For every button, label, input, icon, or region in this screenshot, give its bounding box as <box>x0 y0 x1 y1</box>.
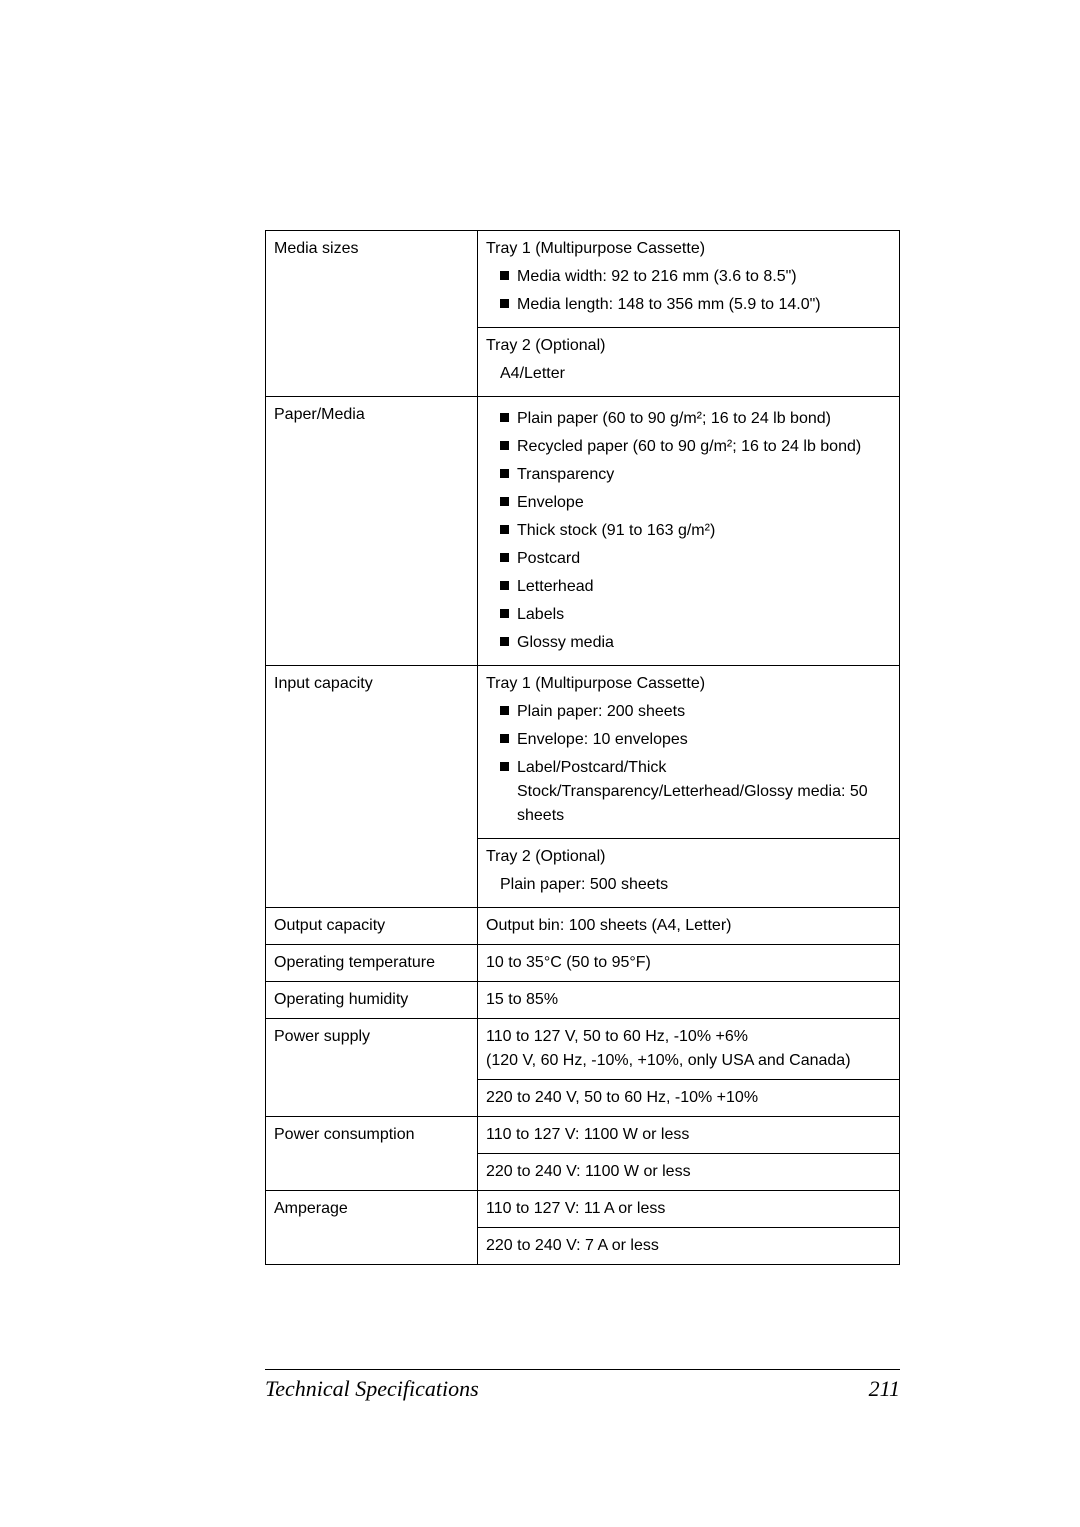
spec-label: Power consumption <box>266 1117 478 1191</box>
spec-label: Media sizes <box>266 231 478 397</box>
bullet-text: Label/Postcard/Thick Stock/Transparency/… <box>517 756 891 828</box>
square-bullet-icon <box>500 762 509 771</box>
square-bullet-icon <box>500 271 509 280</box>
bullet-text: Envelope: 10 envelopes <box>517 728 891 752</box>
indented-text: Plain paper: 500 sheets <box>486 873 891 897</box>
value-text: Tray 1 (Multipurpose Cassette) <box>486 237 891 261</box>
bullet-item: Letterhead <box>486 575 891 599</box>
table-row: Power consumption110 to 127 V: 1100 W or… <box>266 1117 900 1154</box>
bullet-item: Labels <box>486 603 891 627</box>
value-text: Tray 2 (Optional) <box>486 334 891 358</box>
table-row: Output capacity Output bin: 100 sheets (A… <box>266 908 900 945</box>
value-text: 10 to 35°C (50 to 95°F) <box>486 951 891 975</box>
spec-value: Tray 1 (Multipurpose Cassette) Plain pape… <box>478 666 900 839</box>
square-bullet-icon <box>500 469 509 478</box>
value-text: 220 to 240 V, 50 to 60 Hz, -10% +10% <box>486 1086 891 1110</box>
square-bullet-icon <box>500 413 509 422</box>
square-bullet-icon <box>500 734 509 743</box>
bullet-text: Glossy media <box>517 631 891 655</box>
bullet-text: Media length: 148 to 356 mm (5.9 to 14.0… <box>517 293 891 317</box>
spec-label: Amperage <box>266 1191 478 1265</box>
bullet-item: Transparency <box>486 463 891 487</box>
square-bullet-icon <box>500 441 509 450</box>
spec-value: 110 to 127 V: 11 A or less <box>478 1191 900 1228</box>
value-text: 15 to 85% <box>486 988 891 1012</box>
bullet-text: Postcard <box>517 547 891 571</box>
spec-value: 15 to 85% <box>478 982 900 1019</box>
table-row: Operating temperature 10 to 35°C (50 to 9… <box>266 945 900 982</box>
table-row: Operating humidity 15 to 85% <box>266 982 900 1019</box>
bullet-text: Media width: 92 to 216 mm (3.6 to 8.5") <box>517 265 891 289</box>
square-bullet-icon <box>500 637 509 646</box>
bullet-item: Envelope <box>486 491 891 515</box>
spec-value: 110 to 127 V, 50 to 60 Hz, -10% +6% (120… <box>478 1019 900 1080</box>
spec-value: 220 to 240 V: 1100 W or less <box>478 1154 900 1191</box>
bullet-item: Glossy media <box>486 631 891 655</box>
footer-page-number: 211 <box>869 1376 900 1402</box>
bullet-item: Media width: 92 to 216 mm (3.6 to 8.5") <box>486 265 891 289</box>
footer-title: Technical Specifications <box>265 1376 479 1402</box>
spec-value: Tray 1 (Multipurpose Cassette) Media widt… <box>478 231 900 328</box>
value-text: 220 to 240 V: 1100 W or less <box>486 1160 891 1184</box>
bullet-item: Thick stock (91 to 163 g/m²) <box>486 519 891 543</box>
spec-value: Output bin: 100 sheets (A4, Letter) <box>478 908 900 945</box>
square-bullet-icon <box>500 609 509 618</box>
square-bullet-icon <box>500 553 509 562</box>
bullet-item: Plain paper: 200 sheets <box>486 700 891 724</box>
bullet-item: Label/Postcard/Thick Stock/Transparency/… <box>486 756 891 828</box>
value-text: Tray 1 (Multipurpose Cassette) <box>486 672 891 696</box>
spec-label: Power supply <box>266 1019 478 1117</box>
table-row: Paper/Media Plain paper (60 to 90 g/m²; 1… <box>266 397 900 666</box>
table-row: Power supply110 to 127 V, 50 to 60 Hz, -… <box>266 1019 900 1080</box>
bullet-item: Recycled paper (60 to 90 g/m²; 16 to 24 … <box>486 435 891 459</box>
value-text: Output bin: 100 sheets (A4, Letter) <box>486 914 891 938</box>
bullet-text: Plain paper (60 to 90 g/m²; 16 to 24 lb … <box>517 407 891 431</box>
value-text: Tray 2 (Optional) <box>486 845 891 869</box>
spec-value: 220 to 240 V, 50 to 60 Hz, -10% +10% <box>478 1080 900 1117</box>
bullet-text: Recycled paper (60 to 90 g/m²; 16 to 24 … <box>517 435 891 459</box>
value-text: 110 to 127 V, 50 to 60 Hz, -10% +6% (120… <box>486 1025 891 1073</box>
table-row: Amperage110 to 127 V: 11 A or less <box>266 1191 900 1228</box>
spec-label: Operating temperature <box>266 945 478 982</box>
bullet-item: Postcard <box>486 547 891 571</box>
square-bullet-icon <box>500 299 509 308</box>
table-row: Input capacityTray 1 (Multipurpose Casse… <box>266 666 900 839</box>
bullet-text: Transparency <box>517 463 891 487</box>
bullet-item: Media length: 148 to 356 mm (5.9 to 14.0… <box>486 293 891 317</box>
spec-value: Plain paper (60 to 90 g/m²; 16 to 24 lb … <box>478 397 900 666</box>
bullet-text: Thick stock (91 to 163 g/m²) <box>517 519 891 543</box>
bullet-item: Envelope: 10 envelopes <box>486 728 891 752</box>
table-row: Media sizesTray 1 (Multipurpose Cassette… <box>266 231 900 328</box>
bullet-text: Letterhead <box>517 575 891 599</box>
bullet-text: Labels <box>517 603 891 627</box>
spec-value: Tray 2 (Optional) Plain paper: 500 sheets <box>478 839 900 908</box>
spec-label: Output capacity <box>266 908 478 945</box>
spec-value: Tray 2 (Optional) A4/Letter <box>478 328 900 397</box>
bullet-item: Plain paper (60 to 90 g/m²; 16 to 24 lb … <box>486 407 891 431</box>
square-bullet-icon <box>500 581 509 590</box>
spec-label: Paper/Media <box>266 397 478 666</box>
spec-label: Operating humidity <box>266 982 478 1019</box>
indented-text: A4/Letter <box>486 362 891 386</box>
value-text: 220 to 240 V: 7 A or less <box>486 1234 891 1258</box>
specifications-table: Media sizesTray 1 (Multipurpose Cassette… <box>265 230 900 1265</box>
square-bullet-icon <box>500 497 509 506</box>
square-bullet-icon <box>500 706 509 715</box>
square-bullet-icon <box>500 525 509 534</box>
bullet-text: Envelope <box>517 491 891 515</box>
page-footer: Technical Specifications 211 <box>265 1369 900 1402</box>
value-text: 110 to 127 V: 11 A or less <box>486 1197 891 1221</box>
spec-value: 220 to 240 V: 7 A or less <box>478 1228 900 1265</box>
spec-value: 110 to 127 V: 1100 W or less <box>478 1117 900 1154</box>
spec-label: Input capacity <box>266 666 478 908</box>
value-text: 110 to 127 V: 1100 W or less <box>486 1123 891 1147</box>
bullet-text: Plain paper: 200 sheets <box>517 700 891 724</box>
spec-value: 10 to 35°C (50 to 95°F) <box>478 945 900 982</box>
